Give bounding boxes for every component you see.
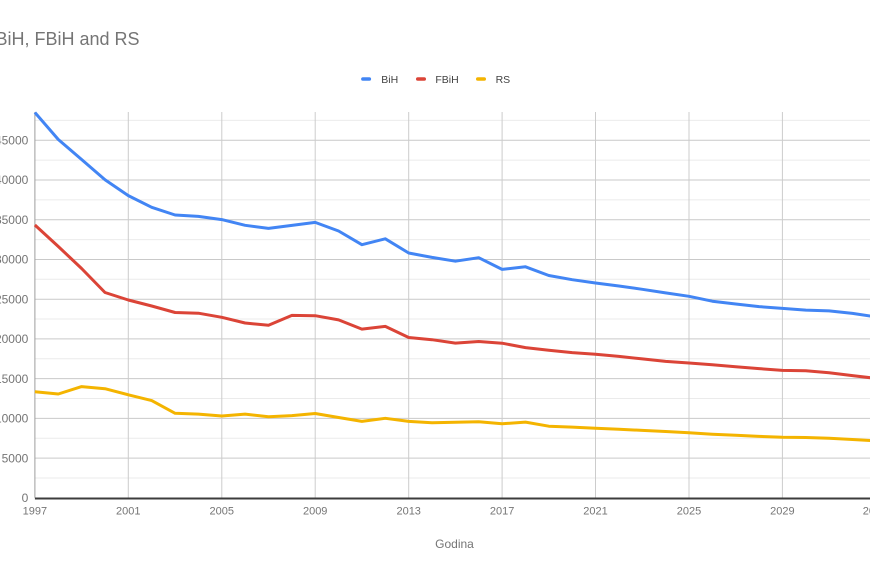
svg-text:20000: 20000: [0, 332, 29, 346]
svg-text:BiH, FBiH and RS: BiH, FBiH and RS: [0, 29, 140, 49]
svg-text:RS: RS: [496, 74, 511, 86]
svg-text:25000: 25000: [0, 292, 29, 306]
svg-text:40000: 40000: [0, 173, 29, 187]
svg-text:35000: 35000: [0, 213, 29, 227]
svg-text:2009: 2009: [303, 506, 327, 518]
svg-text:10000: 10000: [0, 412, 29, 426]
svg-text:5000: 5000: [2, 451, 29, 465]
svg-text:Godina: Godina: [435, 537, 474, 551]
svg-text:2001: 2001: [116, 506, 140, 518]
svg-text:2005: 2005: [210, 506, 234, 518]
svg-text:BiH: BiH: [381, 74, 398, 86]
svg-text:1997: 1997: [23, 506, 47, 518]
svg-text:2029: 2029: [770, 506, 794, 518]
svg-text:15000: 15000: [0, 372, 29, 386]
svg-text:2013: 2013: [396, 506, 420, 518]
svg-text:45000: 45000: [0, 134, 29, 148]
svg-text:2025: 2025: [677, 506, 701, 518]
svg-text:2017: 2017: [490, 506, 514, 518]
svg-text:30000: 30000: [0, 253, 29, 267]
svg-text:FBiH: FBiH: [435, 74, 458, 86]
svg-text:0: 0: [22, 491, 29, 505]
svg-text:2033: 2033: [863, 506, 870, 518]
svg-text:2021: 2021: [583, 506, 607, 518]
